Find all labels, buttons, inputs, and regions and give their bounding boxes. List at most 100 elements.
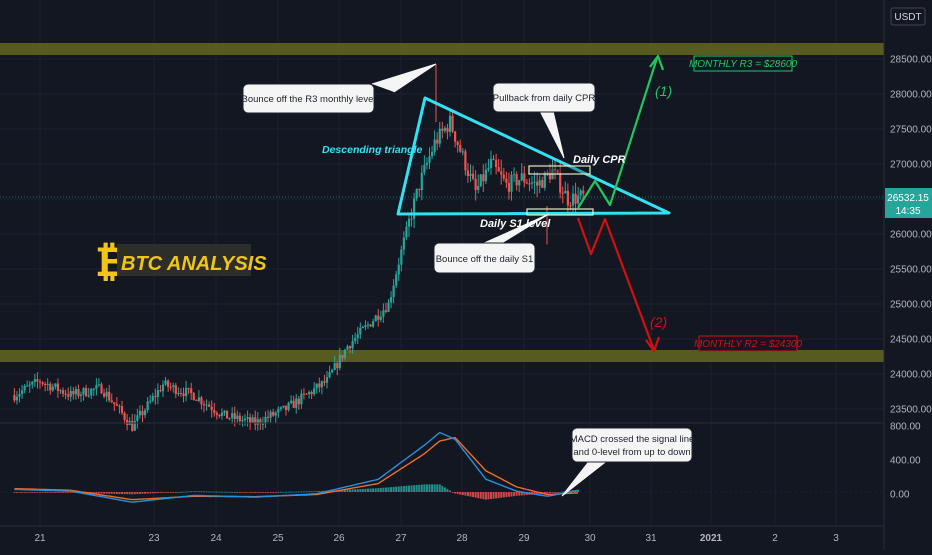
candle-body xyxy=(307,392,311,394)
candle-body xyxy=(177,392,180,394)
macd-histogram-bar xyxy=(238,492,241,493)
price-tick-label: 23500.00 xyxy=(890,405,932,416)
candle-body xyxy=(364,325,367,327)
candle-body xyxy=(95,385,98,389)
candle-body xyxy=(487,168,490,170)
macd-histogram-bar xyxy=(518,492,521,496)
macd-callout[interactable] xyxy=(571,427,693,463)
macd-line xyxy=(14,431,579,503)
candle-body xyxy=(213,410,216,413)
macd-histogram-bar xyxy=(200,491,203,493)
macd-histogram-bar xyxy=(159,492,162,493)
macd-histogram-bar xyxy=(156,492,159,494)
time-axis-ticks[interactable]: 21 23 24 25 26 27 28 29 30 31 2021 2 3 xyxy=(34,533,839,544)
candle-body xyxy=(372,321,375,327)
candle-body xyxy=(161,384,165,392)
s1-bounce-callout[interactable] xyxy=(433,242,536,274)
macd-histogram-bar xyxy=(310,491,313,493)
macd-histogram-bar xyxy=(97,492,100,494)
candle-body xyxy=(479,174,482,187)
r3-bounce-text: Bounce off the R3 monthly level xyxy=(242,94,376,105)
macd-histogram-bar xyxy=(418,484,421,492)
candle-body xyxy=(451,115,454,132)
price-tick-label: 27000.00 xyxy=(890,160,932,171)
monthly-r2-label: MONTHLY R2 = $24300 xyxy=(694,339,803,350)
candle-body xyxy=(505,178,508,183)
macd-histogram-bar xyxy=(267,492,270,493)
macd-histogram-bar xyxy=(195,491,198,493)
candle-body xyxy=(195,399,198,401)
candle-body xyxy=(320,381,323,388)
macd-histogram-bar xyxy=(359,489,362,492)
candle-body xyxy=(392,285,395,298)
macd-histogram-bar xyxy=(41,492,44,493)
r3-bounce-callout[interactable] xyxy=(242,83,375,114)
candle-body xyxy=(26,385,29,387)
candle-body xyxy=(100,384,103,394)
macd-histogram-bar xyxy=(495,492,498,499)
monthly-r3-band xyxy=(0,43,884,55)
macd-histogram-bar xyxy=(464,492,467,496)
candle-body xyxy=(474,178,477,190)
candle-body xyxy=(179,392,183,394)
macd-histogram-bar xyxy=(123,492,126,495)
candle-body xyxy=(87,395,90,397)
macd-histogram-bar xyxy=(341,489,344,492)
candle-body xyxy=(208,404,211,407)
macd-histogram-bar xyxy=(23,492,26,493)
candle-body xyxy=(510,174,513,192)
macd-histogram-bar xyxy=(536,492,539,495)
macd-histogram-bar xyxy=(261,492,264,493)
macd-histogram-bar xyxy=(305,491,308,493)
macd-histogram-bar xyxy=(108,492,111,494)
candle-body xyxy=(61,390,65,394)
price-axis-panel[interactable] xyxy=(884,0,932,550)
candle-body xyxy=(67,394,70,397)
macd-histogram-bar xyxy=(26,492,29,493)
macd-histogram-bar xyxy=(64,492,67,493)
candle-body xyxy=(433,139,436,152)
macd-histogram-bar xyxy=(510,492,513,497)
macd-histogram-bar xyxy=(233,492,236,493)
candle-body xyxy=(323,381,326,383)
candle-body xyxy=(553,168,557,171)
macd-histogram-bar xyxy=(205,491,208,493)
macd-histogram-bar xyxy=(446,488,449,492)
candle-body xyxy=(374,315,377,322)
macd-histogram-bar xyxy=(241,492,244,493)
macd-histogram-bar xyxy=(133,492,136,495)
current-price-value: 26532.15 xyxy=(887,193,929,204)
macd-histogram-bar xyxy=(92,492,95,494)
candle-body xyxy=(359,327,362,335)
macd-histogram-bar xyxy=(264,492,267,493)
candle-body xyxy=(502,174,505,179)
macd-histogram-bar xyxy=(44,492,47,493)
macd-histogram-bar xyxy=(354,489,357,492)
macd-histogram-bar xyxy=(164,492,167,493)
candle-body xyxy=(238,415,241,422)
macd-histogram-bar xyxy=(374,488,377,492)
macd-histogram-bar xyxy=(559,491,562,493)
monthly-r3-label-box xyxy=(693,55,793,72)
candle-body xyxy=(387,302,390,312)
macd-histogram-bar xyxy=(13,492,16,493)
candle-body xyxy=(538,180,541,186)
countdown-timer: 14:35 xyxy=(895,206,920,217)
pullback-callout[interactable] xyxy=(492,82,596,113)
candle-body xyxy=(413,198,416,219)
macd-histogram-bar xyxy=(290,491,293,493)
candle-body xyxy=(456,141,459,146)
macd-histogram-bar xyxy=(149,492,152,494)
currency-button[interactable] xyxy=(890,7,926,26)
macd-histogram-bar xyxy=(226,491,229,493)
macd-histogram-bar xyxy=(361,488,364,492)
candle-body xyxy=(236,415,239,420)
candle-body xyxy=(254,417,257,425)
macd-histogram-bar xyxy=(49,492,52,493)
candle-body xyxy=(231,413,234,419)
candle-body xyxy=(297,398,300,405)
candlesticks[interactable] xyxy=(13,64,585,432)
candle-body xyxy=(133,420,136,431)
macd-histogram-bar xyxy=(174,492,177,493)
